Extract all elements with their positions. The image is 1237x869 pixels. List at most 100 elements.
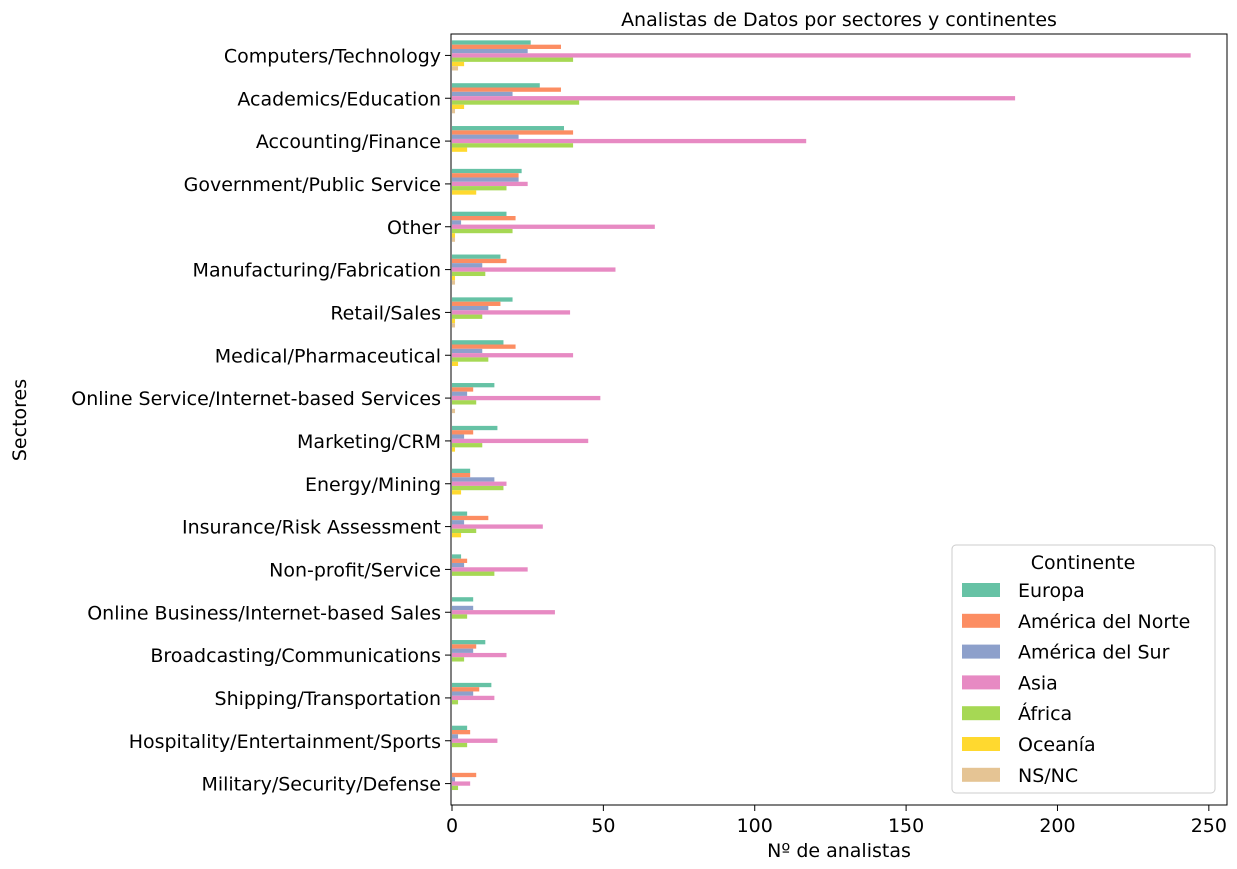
bar-5-17 — [452, 742, 468, 748]
y-tick-label: Insurance/Risk Assessment — [182, 517, 441, 539]
y-tick-label: Shipping/Transportation — [215, 688, 441, 710]
bar-2-5 — [452, 216, 516, 221]
x-tick-label: 150 — [888, 815, 924, 837]
bar-2-10 — [452, 430, 474, 435]
bar-4-18 — [452, 781, 471, 786]
bar-1-3 — [452, 126, 565, 131]
bar-4-15 — [452, 652, 507, 658]
legend-swatch — [962, 583, 1000, 597]
bar-1-4 — [452, 168, 522, 174]
bar-3-3 — [452, 134, 519, 139]
bar-2-12 — [452, 515, 489, 521]
bar-7-7 — [452, 323, 456, 328]
y-axis-label: Sectores — [9, 379, 31, 461]
bar-4-12 — [452, 524, 543, 529]
bar-2-13 — [452, 558, 468, 563]
bar-1-16 — [452, 682, 492, 688]
bar-5-2 — [452, 100, 580, 105]
bar-6-4 — [452, 190, 477, 195]
bar-5-5 — [452, 228, 513, 234]
y-tick-label: Energy/Mining — [305, 474, 441, 496]
y-tick-label: Government/Public Service — [184, 174, 441, 196]
x-tick-label: 100 — [737, 815, 773, 837]
bar-5-8 — [452, 357, 489, 362]
bar-3-8 — [452, 348, 483, 354]
bar-1-6 — [452, 254, 501, 259]
bar-4-13 — [452, 567, 528, 572]
bar-5-14 — [452, 614, 468, 619]
bar-4-11 — [452, 481, 507, 486]
y-tick-label: Academics/Education — [237, 88, 441, 110]
bar-3-17 — [452, 734, 459, 739]
bar-5-10 — [452, 443, 483, 448]
y-tick-label: Marketing/CRM — [297, 431, 441, 453]
bar-1-1 — [452, 40, 531, 45]
bar-3-7 — [452, 305, 489, 311]
bar-1-10 — [452, 425, 498, 431]
x-tick-label: 0 — [446, 815, 458, 837]
bar-5-13 — [452, 571, 495, 576]
legend-title: Continente — [1031, 552, 1136, 574]
bar-4-2 — [452, 96, 1016, 101]
bar-5-18 — [452, 785, 459, 791]
bar-7-2 — [452, 109, 456, 114]
bar-5-12 — [452, 528, 477, 534]
bar-2-4 — [452, 173, 519, 178]
bar-4-8 — [452, 353, 574, 358]
y-tick-label: Online Service/Internet-based Services — [71, 388, 441, 410]
bar-4-4 — [452, 181, 528, 187]
bars-group — [452, 40, 1191, 791]
y-tick-label: Medical/Pharmaceutical — [215, 345, 441, 367]
bar-5-4 — [452, 186, 507, 191]
x-axis-ticks: 0 50 100 150 200 250 — [446, 805, 1227, 837]
legend-swatch — [962, 675, 1000, 690]
bar-3-5 — [452, 220, 462, 225]
bar-5-3 — [452, 143, 574, 148]
legend-swatch — [962, 737, 1000, 751]
bar-3-2 — [452, 91, 513, 97]
bar-5-1 — [452, 57, 574, 62]
legend-swatch — [962, 644, 1000, 659]
y-tick-label: Computers/Technology — [224, 45, 441, 67]
legend: Continente Europa América del Norte Améric… — [951, 544, 1216, 794]
bar-4-10 — [452, 438, 589, 444]
bar-2-9 — [452, 387, 474, 392]
y-tick-label: Accounting/Finance — [256, 131, 441, 153]
bar-4-6 — [452, 267, 616, 272]
legend-items: Europa América del Norte América del Sur As… — [962, 580, 1190, 787]
bar-6-7 — [452, 318, 456, 324]
bar-5-7 — [452, 314, 483, 319]
bar-4-17 — [452, 738, 498, 743]
bar-2-8 — [452, 344, 516, 349]
bar-4-14 — [452, 610, 555, 615]
bar-4-5 — [452, 224, 655, 229]
y-tick-label: Non-profit/Service — [269, 559, 441, 581]
bar-2-6 — [452, 258, 507, 264]
y-tick-label: Online Business/Internet-based Sales — [87, 602, 441, 624]
bar-2-7 — [452, 301, 501, 306]
bar-3-11 — [452, 477, 495, 482]
bar-3-13 — [452, 562, 465, 568]
x-tick-label: 50 — [591, 815, 615, 837]
bar-5-16 — [452, 700, 459, 705]
bar-6-1 — [452, 61, 465, 67]
legend-entry: Asia — [1018, 672, 1058, 694]
bar-5-15 — [452, 657, 465, 662]
legend-entry: Oceanía — [1018, 734, 1096, 756]
legend-swatch — [962, 706, 1000, 721]
bar-6-12 — [452, 533, 462, 538]
bar-6-5 — [452, 233, 456, 238]
bar-2-11 — [452, 473, 471, 478]
bar-7-5 — [452, 237, 456, 242]
bar-3-14 — [452, 605, 474, 611]
bar-5-11 — [452, 485, 504, 491]
bar-3-1 — [452, 48, 528, 54]
legend-entry: América del Norte — [1018, 611, 1190, 633]
bar-3-9 — [452, 391, 468, 396]
bar-7-9 — [452, 408, 456, 414]
bar-2-17 — [452, 730, 471, 735]
bar-1-9 — [452, 383, 495, 388]
bar-5-9 — [452, 400, 477, 405]
bar-1-14 — [452, 597, 474, 602]
